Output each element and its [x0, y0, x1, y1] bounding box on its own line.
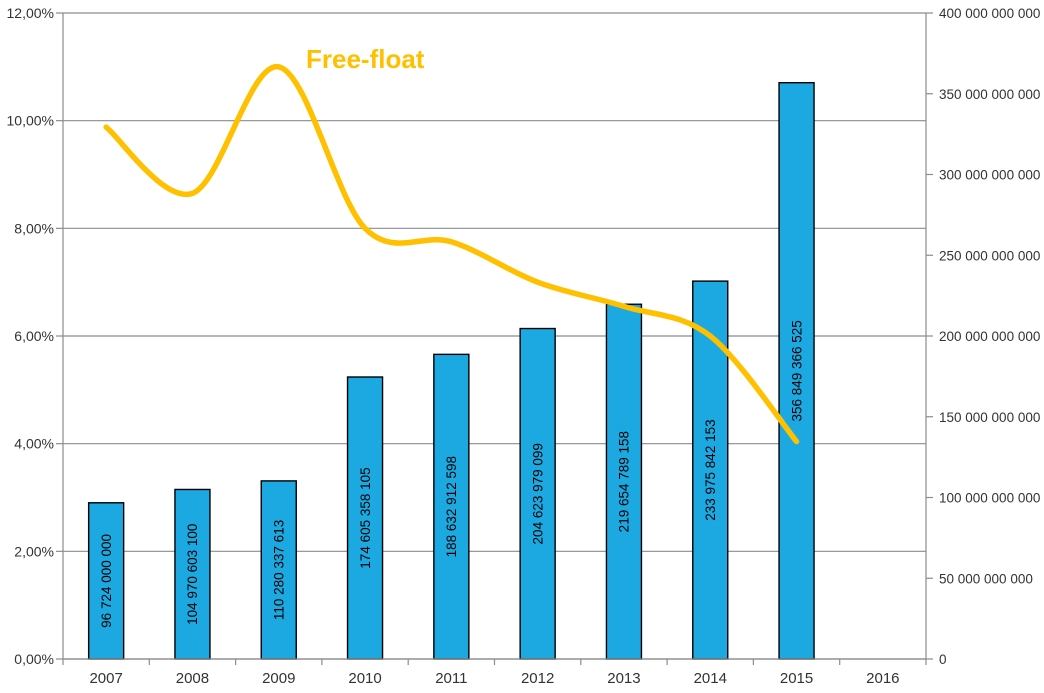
left-axis-tick-label: 2,00% [14, 543, 54, 559]
right-axis-tick-label: 200 000 000 000 [939, 329, 1040, 344]
free-float-annotation: Free-float [306, 44, 425, 74]
bar-label-2008: 104 970 603 100 [185, 524, 200, 625]
x-axis-label-2007: 2007 [89, 670, 122, 687]
x-axis-label-2011: 2011 [435, 670, 467, 687]
bar-2008 [174, 488, 211, 660]
right-axis-tick-label: 50 000 000 000 [939, 571, 1033, 586]
left-axis-tick-label: 0,00% [14, 651, 54, 667]
bar-label-2009: 110 280 337 613 [271, 520, 286, 620]
right-axis-tick-label: 0 [939, 652, 947, 667]
left-axis-tick-label: 6,00% [14, 328, 54, 344]
x-axis-label-2013: 2013 [607, 670, 640, 687]
right-axis-tick-label: 350 000 000 000 [939, 87, 1040, 102]
bar-label-2014: 233 975 842 153 [703, 419, 718, 520]
bar-2011 [433, 353, 470, 660]
left-axis-tick-label: 8,00% [14, 220, 54, 236]
bar-label-2007: 96 724 000 000 [99, 534, 114, 628]
bar-2013 [605, 303, 643, 660]
left-axis-tick-label: 12,00% [7, 5, 54, 21]
bar-label-2015: 356 849 366 525 [789, 320, 804, 421]
x-axis-label-2014: 2014 [694, 670, 727, 687]
left-axis-tick-label: 4,00% [14, 436, 54, 452]
x-axis-label-2010: 2010 [348, 670, 381, 687]
bar-2010 [346, 376, 384, 660]
free-float-line [103, 64, 800, 445]
x-axis-label-2008: 2008 [176, 670, 209, 687]
x-axis-label-2012: 2012 [521, 670, 554, 687]
bar-2009 [260, 480, 297, 660]
bar-label-2013: 219 654 789 158 [617, 431, 632, 532]
right-axis-tick-label: 400 000 000 000 [939, 6, 1040, 21]
bar-label-2012: 204 623 979 099 [530, 443, 545, 544]
x-axis-label-2016: 2016 [866, 670, 899, 687]
right-axis-tick-label: 100 000 000 000 [939, 491, 1040, 506]
left-axis-tick-label: 10,00% [7, 113, 54, 129]
right-axis-tick-label: 300 000 000 000 [939, 168, 1040, 183]
bar-label-2010: 174 605 358 105 [358, 467, 373, 568]
bar-label-2011: 188 632 912 598 [444, 456, 459, 557]
right-axis-tick-label: 150 000 000 000 [939, 410, 1040, 425]
x-axis-label-2015: 2015 [780, 670, 813, 687]
right-axis-tick-label: 250 000 000 000 [939, 248, 1040, 263]
x-axis-label-2009: 2009 [262, 670, 295, 687]
bar-2012 [519, 327, 556, 660]
